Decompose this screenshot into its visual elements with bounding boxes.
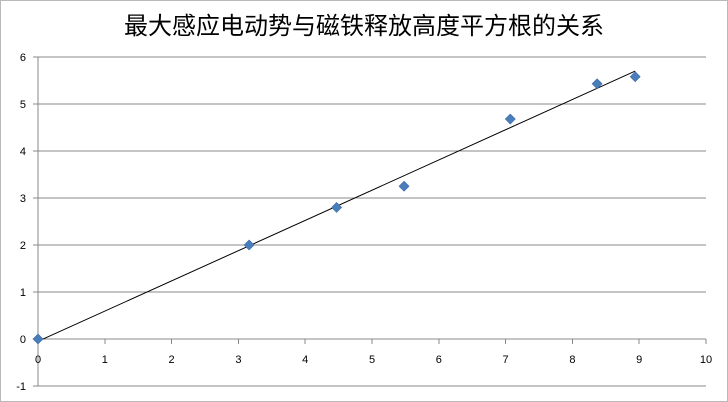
grid-lines xyxy=(38,56,706,387)
x-tick-label: 1 xyxy=(102,354,108,366)
data-point xyxy=(331,201,343,213)
x-tick-label: 9 xyxy=(636,354,642,366)
y-tick-label: 6 xyxy=(20,52,26,64)
x-tick-label: 6 xyxy=(436,354,442,366)
x-tick-label: 7 xyxy=(503,354,509,366)
y-tick-label: -1 xyxy=(16,381,26,393)
y-tick-label: 5 xyxy=(20,99,26,111)
x-tick-label: 0 xyxy=(35,354,41,366)
axes xyxy=(33,56,707,387)
x-tick-label: 2 xyxy=(169,354,175,366)
y-tick-label: 0 xyxy=(20,334,26,346)
data-point xyxy=(32,333,44,345)
data-point xyxy=(629,71,641,83)
data-points xyxy=(32,71,641,345)
data-point xyxy=(504,113,516,125)
y-tick-label: 3 xyxy=(20,193,26,205)
data-point xyxy=(398,180,410,192)
x-tick-label: 3 xyxy=(235,354,241,366)
tick-labels: -1 0 1 2 3 4 5 6 0 1 2 3 4 5 6 7 8 9 10 xyxy=(16,52,712,393)
y-tick-label: 2 xyxy=(20,240,26,252)
x-tick-label: 8 xyxy=(569,354,575,366)
chart-title: 最大感应电动势与磁铁释放高度平方根的关系 xyxy=(124,12,604,40)
y-tick-label: 1 xyxy=(20,287,26,299)
x-tick-label: 5 xyxy=(369,354,375,366)
y-tick-label: 4 xyxy=(20,146,26,158)
data-point xyxy=(591,78,603,90)
x-tick-label: 10 xyxy=(700,354,712,366)
data-point xyxy=(243,239,255,251)
x-tick-label: 4 xyxy=(302,354,308,366)
